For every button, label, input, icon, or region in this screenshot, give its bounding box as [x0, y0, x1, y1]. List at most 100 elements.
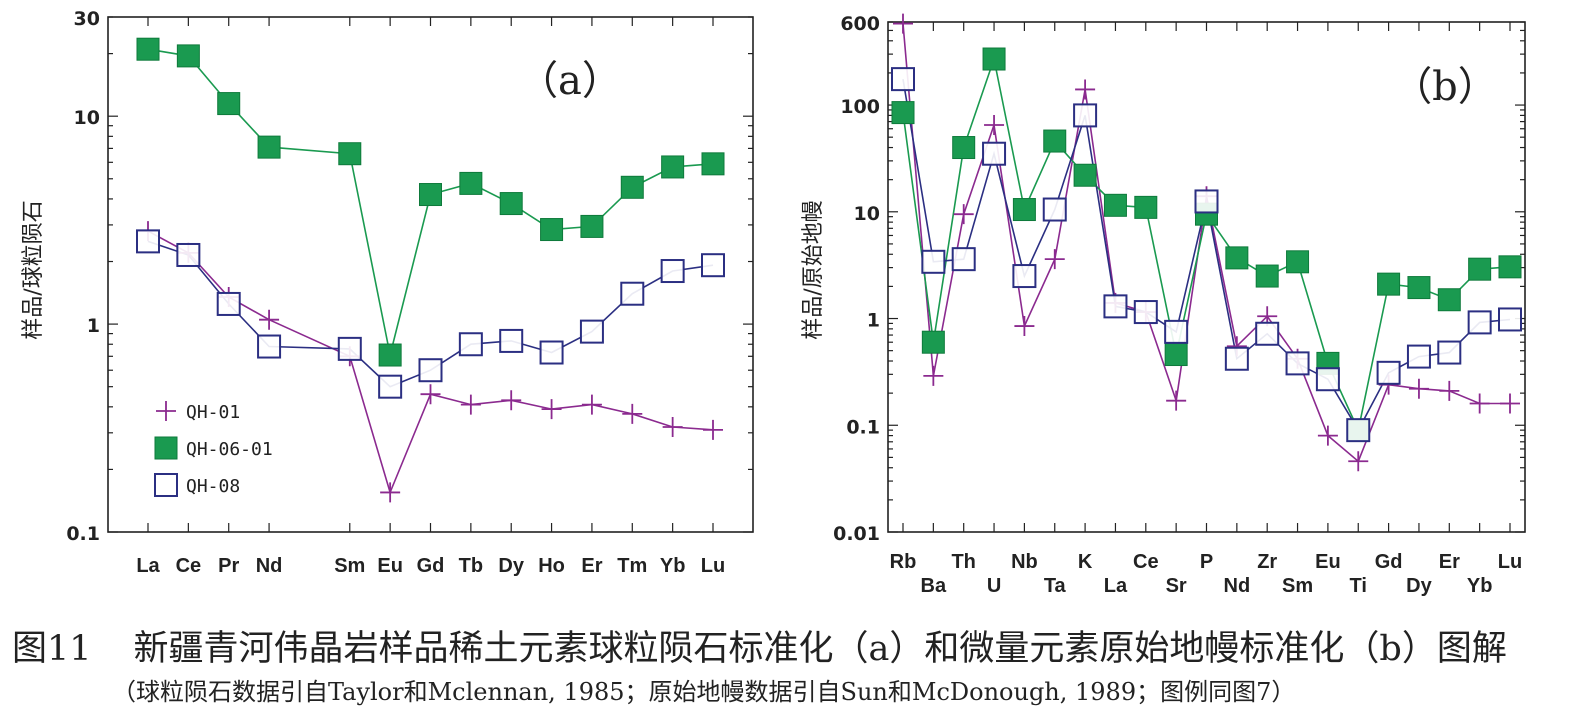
data-point-qh-08: [378, 374, 403, 399]
data-point-qh-01: [460, 394, 481, 415]
legend-marker-qh-01: [156, 401, 176, 421]
data-point-qh-06-01: [1043, 129, 1067, 153]
data-point-qh-08: [458, 332, 483, 357]
x-tick-label: Lu: [701, 555, 725, 577]
data-point-qh-06-01: [1103, 193, 1127, 217]
data-point-qh-01: [662, 416, 683, 437]
data-point-qh-08: [1498, 307, 1522, 332]
data-point-qh-01: [420, 384, 441, 405]
data-point-qh-06-01: [1498, 255, 1522, 279]
data-point-qh-08: [176, 242, 201, 267]
data-point-qh-01: [581, 394, 602, 415]
data-point-qh-06-01: [1134, 195, 1158, 219]
x-tick-label: K: [1078, 551, 1093, 573]
data-point-qh-01: [541, 399, 562, 420]
data-point-qh-01: [893, 13, 913, 34]
data-point-qh-01: [1500, 393, 1520, 414]
data-point-qh-06-01: [1164, 343, 1188, 367]
data-point-qh-06-01: [499, 192, 523, 216]
data-point-qh-08: [620, 281, 645, 306]
x-tick-label: Ce: [1133, 551, 1159, 573]
legend-label-qh-06-01: QH-06-01: [186, 439, 273, 460]
data-point-qh-01: [259, 309, 280, 330]
data-point-qh-08: [1012, 264, 1037, 289]
x-tick-label: La: [136, 555, 160, 577]
data-point-qh-06-01: [1286, 250, 1310, 274]
y-tick-label: 10: [854, 203, 880, 225]
data-point-qh-06-01: [1225, 246, 1249, 270]
x-tick-label: Nd: [256, 555, 283, 577]
chart-panel-a: 0.1 1 10 30 La Ce Pr Nd Sm Eu Gd Tb Dy Ho Er Tm Yb Lu 样品/球…: [21, 8, 754, 577]
x-tick-label: Dy: [498, 555, 524, 577]
y-axis-title: 样品/球粒陨石: [21, 200, 46, 339]
x-tick-label: Th: [951, 551, 975, 573]
data-point-qh-08: [982, 141, 1007, 166]
x-tick-label: La: [1104, 575, 1128, 597]
x-tick-label: Dy: [1406, 575, 1432, 597]
legend-label-qh-08: QH-08: [186, 476, 240, 497]
x-tick-label: Ta: [1044, 575, 1067, 597]
data-point-qh-06-01: [378, 343, 402, 367]
y-tick-label: 1: [87, 315, 100, 337]
data-point-qh-08: [216, 291, 241, 316]
figure-number: 图11: [12, 629, 92, 669]
data-point-qh-01: [380, 482, 401, 503]
data-point-qh-01: [984, 115, 1005, 136]
data-point-qh-06-01: [982, 47, 1006, 71]
data-point-qh-06-01: [136, 37, 160, 61]
x-tick-label: Sm: [1282, 575, 1313, 597]
x-tick-label: Nd: [1224, 575, 1251, 597]
data-point-qh-08: [1073, 103, 1098, 128]
x-tick-label: Ho: [538, 555, 565, 577]
y-tick-label: 0.01: [833, 523, 880, 545]
figure-caption: 图11 新疆青河伟晶岩样品稀土元素球粒陨石标准化（a）和微量元素原始地幔标准化（b…: [0, 620, 1573, 671]
data-point-qh-08: [1133, 300, 1158, 325]
data-point-qh-06-01: [952, 136, 976, 160]
figure-caption-note: （球粒陨石数据引自Taylor和Mclennan, 1985；原始地幔数据引自S…: [112, 678, 1296, 706]
data-point-qh-01: [1075, 79, 1096, 100]
y-tick-label: 600: [840, 13, 880, 35]
series-line-qh-06-01: [902, 55, 1511, 433]
x-tick-label: Er: [1439, 551, 1460, 573]
data-point-qh-06-01: [1377, 272, 1401, 296]
x-tick-label: Yb: [1467, 575, 1493, 597]
data-point-qh-06-01: [701, 152, 725, 176]
x-tick-label: P: [1200, 551, 1213, 573]
x-tick-label: Rb: [890, 551, 917, 573]
data-point-qh-08: [257, 334, 282, 359]
data-point-qh-08: [539, 340, 564, 365]
data-point-qh-06-01: [1255, 264, 1279, 288]
data-point-qh-01: [1044, 249, 1065, 270]
x-tick-label: Nb: [1011, 551, 1038, 573]
figure-title: 新疆青河伟晶岩样品稀土元素球粒陨石标准化（a）和微量元素原始地幔标准化（b）图解: [133, 629, 1507, 669]
data-point-qh-08: [1346, 418, 1371, 443]
y-tick-label: 100: [840, 96, 880, 118]
data-point-qh-01: [1348, 451, 1369, 472]
data-point-qh-08: [1194, 189, 1219, 214]
data-point-qh-01: [923, 365, 944, 386]
data-point-qh-06-01: [661, 155, 685, 179]
data-point-qh-06-01: [257, 135, 281, 159]
data-point-qh-08: [701, 253, 725, 278]
legend-label-qh-01: QH-01: [186, 402, 240, 423]
x-tick-label: Tm: [617, 555, 647, 577]
x-tick-label: Tb: [459, 555, 483, 577]
data-point-qh-06-01: [891, 101, 915, 125]
data-point-qh-08: [1042, 197, 1067, 222]
legend-marker-qh-08: [154, 473, 178, 497]
data-point-qh-08: [499, 328, 524, 353]
x-tick-label: Pr: [218, 555, 239, 577]
data-point-qh-06-01: [620, 175, 644, 199]
data-point-qh-08: [1467, 310, 1492, 335]
x-tick-label: Er: [581, 555, 602, 577]
data-point-qh-01: [1317, 425, 1338, 446]
data-point-qh-08: [891, 67, 915, 92]
y-tick-label: 0.1: [66, 523, 100, 545]
y-tick-label: 30: [74, 8, 100, 30]
x-tick-label: Ce: [176, 555, 202, 577]
x-tick-label: Sm: [334, 555, 365, 577]
legend-marker-qh-06-01: [154, 436, 178, 460]
data-point-qh-06-01: [580, 214, 604, 238]
data-point-qh-01: [1166, 390, 1187, 411]
data-point-qh-06-01: [1437, 288, 1461, 312]
